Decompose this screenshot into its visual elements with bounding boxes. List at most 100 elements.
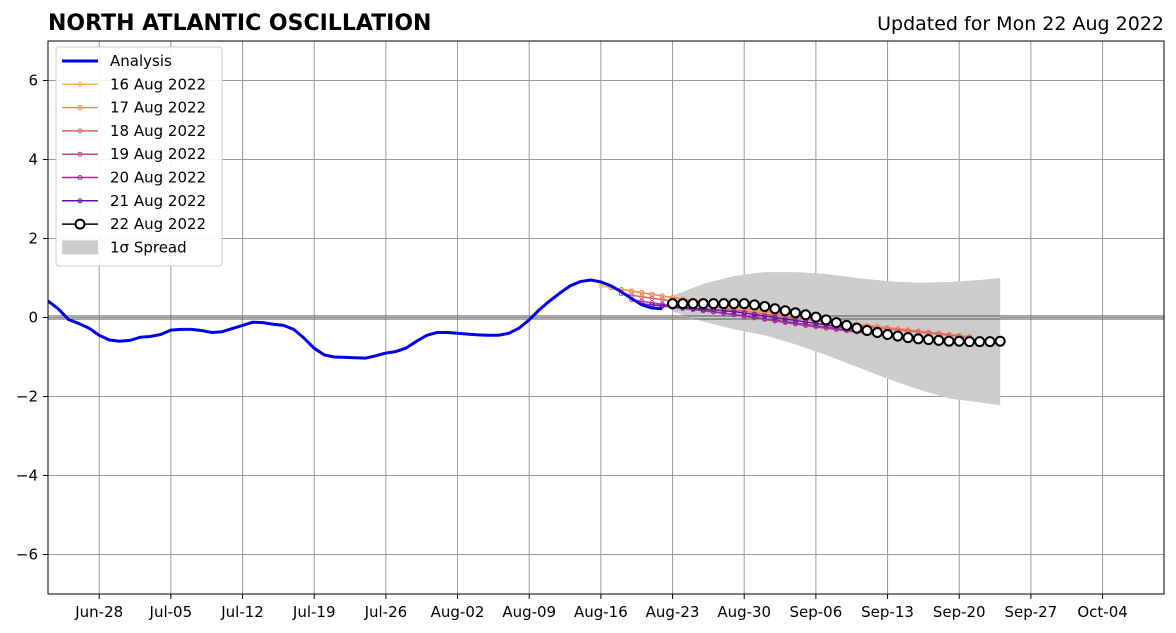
latest-forecast-point [800, 309, 812, 321]
legend-entry: 16 Aug 2022 [62, 75, 206, 93]
forecast-point [792, 317, 798, 323]
latest-forecast-point [810, 311, 822, 323]
legend-label: 1σ Spread [110, 238, 187, 256]
y-tick-label: −4 [16, 467, 38, 485]
x-tick-label: Jul-12 [220, 603, 264, 621]
latest-forecast-point [738, 298, 750, 310]
x-tick-label: Aug-30 [717, 603, 771, 621]
forecast-point [741, 313, 747, 319]
y-tick-label: −2 [16, 388, 38, 406]
x-tick-label: Jul-26 [364, 603, 408, 621]
forecast-point [639, 294, 645, 300]
x-tick-label: Aug-02 [431, 603, 485, 621]
latest-forecast-point [923, 334, 935, 346]
forecast-point [659, 297, 665, 303]
legend-entry: 22 Aug 2022 [62, 215, 206, 233]
x-tick-label: Sep-20 [933, 603, 986, 621]
x-tick-label: Aug-09 [502, 603, 556, 621]
forecast-point [751, 312, 757, 318]
y-tick-label: 6 [28, 72, 38, 90]
latest-forecast-point [779, 305, 791, 317]
latest-forecast-point [820, 314, 832, 326]
latest-forecast-point [861, 325, 873, 337]
latest-forecast-point [748, 299, 760, 311]
legend-marker [77, 81, 83, 87]
y-tick-label: 0 [28, 309, 38, 327]
legend-label: Analysis [110, 52, 172, 70]
legend-marker [77, 105, 83, 111]
legend-entry: 1σ Spread [62, 238, 187, 256]
latest-forecast-point [892, 330, 904, 342]
latest-forecast-point [933, 334, 945, 346]
x-tick-label: Aug-23 [646, 603, 700, 621]
latest-forecast-point [953, 335, 965, 347]
latest-forecast-point [882, 328, 894, 340]
axes: Jun-28 Jul-05 Jul-12 Jul-19 Jul-26 Aug-02 Aug-… [16, 40, 1165, 621]
legend-entry: Analysis [62, 52, 172, 70]
legend-label: 17 Aug 2022 [110, 99, 206, 117]
legend-box [55, 46, 223, 267]
forecast-point [731, 309, 737, 315]
forecast-point [598, 283, 604, 289]
latest-forecast-point [830, 317, 842, 329]
forecast-point [649, 295, 655, 301]
legend-label: 16 Aug 2022 [110, 75, 206, 93]
latest-forecast-point [687, 298, 699, 310]
latest-forecast-point [841, 319, 853, 331]
y-tick-label: −6 [16, 546, 38, 564]
latest-forecast-point [697, 298, 709, 310]
latest-forecast-point [984, 336, 996, 348]
latest-forecast-point [994, 335, 1006, 347]
legend-swatch [62, 240, 98, 255]
latest-forecast-point [728, 298, 740, 310]
x-tick-label: Jul-19 [292, 603, 336, 621]
legend-marker [77, 198, 83, 204]
zero-line [48, 315, 1164, 320]
y-tick-label: 4 [28, 151, 38, 169]
legend: Analysis 16 Aug 2022 17 Aug 2022 18 Aug 202… [55, 46, 223, 267]
legend-label: 21 Aug 2022 [110, 192, 206, 210]
forecast-point [782, 316, 788, 322]
latest-forecast-point [667, 298, 679, 310]
legend-label: 19 Aug 2022 [110, 145, 206, 163]
x-tick-label: Sep-06 [789, 603, 842, 621]
latest-forecast-point [943, 335, 955, 347]
x-tick-label: Aug-16 [574, 603, 628, 621]
legend-entry: 17 Aug 2022 [62, 99, 206, 117]
forecast-point [751, 314, 757, 320]
x-tick-label: Oct-04 [1077, 603, 1127, 621]
legend-entry: 20 Aug 2022 [62, 169, 206, 187]
forecast-point [741, 310, 747, 316]
latest-forecast-point [718, 298, 730, 310]
forecast-point [762, 313, 768, 319]
analysis-line [47, 278, 663, 360]
y-tick-label: 2 [28, 230, 38, 248]
legend-label: 22 Aug 2022 [110, 215, 206, 233]
legend-entry: 21 Aug 2022 [62, 192, 206, 210]
legend-marker [77, 128, 83, 134]
legend-label: 18 Aug 2022 [110, 122, 206, 140]
latest-forecast-point [759, 300, 771, 312]
legend-label: 20 Aug 2022 [110, 169, 206, 187]
latest-forecast-point [871, 327, 883, 339]
legend-entry: 19 Aug 2022 [62, 145, 206, 163]
forecast-point [731, 311, 737, 317]
legend-marker [77, 175, 83, 180]
series-group [47, 278, 1006, 360]
x-tick-label: Jul-05 [149, 603, 193, 621]
latest-forecast-point [708, 298, 720, 310]
forecast-point [772, 315, 778, 320]
latest-forecast-point [963, 336, 975, 348]
latest-forecast-series [667, 298, 1006, 348]
latest-forecast-point [912, 333, 924, 345]
latest-forecast-point [789, 307, 801, 319]
latest-forecast-point [974, 336, 986, 348]
x-tick-label: Sep-13 [861, 603, 914, 621]
legend-marker [74, 218, 86, 230]
legend-entry: 18 Aug 2022 [62, 122, 206, 140]
chart-title: NORTH ATLANTIC OSCILLATION [48, 11, 431, 36]
latest-forecast-point [851, 322, 863, 334]
latest-forecast-point [677, 298, 689, 310]
x-tick-label: Sep-27 [1005, 603, 1058, 621]
